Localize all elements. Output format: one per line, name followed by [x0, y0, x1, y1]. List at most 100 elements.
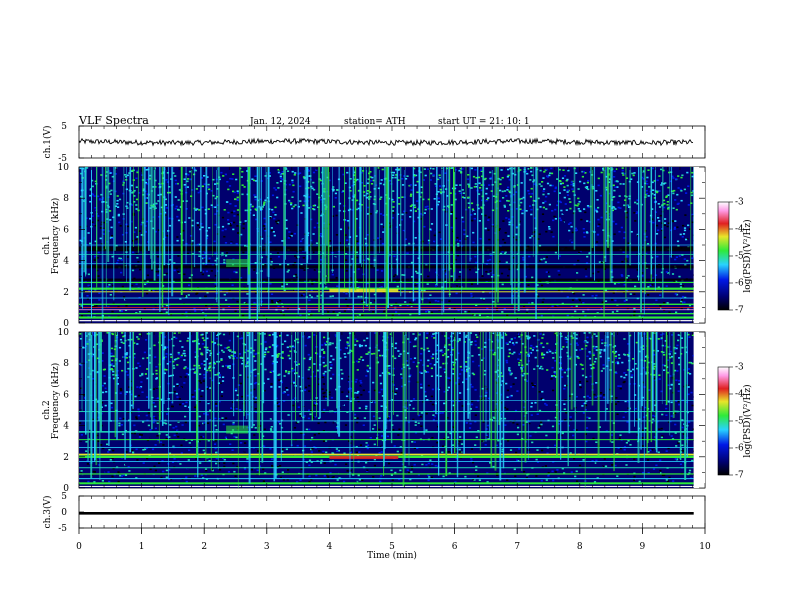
noise-pixel — [416, 191, 419, 194]
noise-pixel — [133, 353, 136, 355]
noise-pixel — [142, 357, 145, 360]
noise-pixel — [192, 368, 195, 370]
noise-pixel — [322, 356, 325, 359]
noise-pixel — [307, 337, 310, 339]
noise-pixel — [506, 389, 509, 392]
noise-pixel — [212, 194, 215, 197]
noise-pixel — [533, 368, 536, 370]
noise-pixel — [263, 355, 266, 358]
noise-pixel — [413, 357, 417, 359]
noise-pixel — [653, 363, 656, 365]
noise-pixel — [190, 235, 193, 237]
noise-pixel — [527, 168, 530, 170]
noise-pixel — [236, 209, 240, 211]
noise-pixel — [424, 395, 427, 398]
noise-pixel — [203, 252, 207, 254]
noise-pixel — [348, 375, 351, 378]
noise-pixel — [669, 375, 672, 377]
noise-pixel — [205, 351, 209, 354]
noise-pixel — [110, 406, 114, 409]
noise-pixel — [489, 171, 492, 174]
noise-pixel — [322, 430, 325, 432]
noise-pixel — [103, 368, 106, 371]
chart-station: station= ATH — [344, 117, 406, 127]
noise-pixel — [458, 400, 461, 402]
noise-pixel — [185, 296, 188, 298]
noise-pixel — [454, 294, 457, 297]
noise-pixel — [196, 243, 199, 246]
noise-pixel — [320, 230, 323, 233]
noise-pixel — [394, 298, 397, 301]
noise-pixel — [342, 173, 345, 176]
noise-pixel — [521, 252, 524, 255]
noise-pixel — [506, 314, 509, 316]
noise-pixel — [360, 384, 363, 386]
noise-pixel — [290, 202, 293, 204]
noise-pixel — [530, 187, 533, 190]
noise-pixel — [372, 381, 375, 384]
noise-pixel — [355, 378, 358, 381]
noise-pixel — [240, 409, 243, 412]
noise-pixel — [633, 293, 636, 295]
noise-pixel — [119, 309, 122, 312]
noise-pixel — [332, 373, 335, 376]
noise-pixel — [226, 365, 230, 367]
noise-pixel — [531, 174, 534, 177]
noise-pixel — [164, 347, 167, 349]
noise-pixel — [114, 309, 117, 312]
noise-pixel — [588, 243, 591, 246]
noise-pixel — [574, 310, 577, 313]
noise-pixel — [272, 231, 275, 233]
noise-pixel — [663, 275, 666, 278]
noise-pixel — [632, 368, 635, 371]
noise-pixel — [241, 170, 244, 173]
noise-pixel — [247, 376, 250, 379]
noise-pixel — [627, 275, 630, 277]
noise-pixel — [93, 222, 96, 225]
noise-pixel — [681, 285, 685, 287]
noise-pixel — [288, 231, 291, 233]
noise-pixel — [175, 392, 178, 395]
noise-pixel — [501, 384, 504, 387]
noise-pixel — [655, 224, 659, 227]
noise-pixel — [119, 338, 123, 341]
noise-pixel — [157, 200, 160, 202]
noise-pixel — [241, 362, 244, 365]
noise-pixel — [674, 258, 677, 261]
noise-pixel — [652, 221, 655, 224]
noise-pixel — [532, 235, 535, 237]
noise-pixel — [149, 362, 152, 364]
noise-pixel — [227, 306, 231, 308]
noise-pixel — [360, 344, 364, 347]
noise-pixel — [615, 397, 618, 399]
noise-pixel — [585, 262, 589, 264]
noise-pixel — [472, 211, 475, 213]
noise-pixel — [245, 365, 248, 368]
noise-pixel — [616, 295, 619, 298]
noise-pixel — [566, 314, 569, 317]
noise-pixel — [473, 186, 476, 188]
noise-pixel — [422, 198, 425, 201]
noise-pixel — [362, 389, 365, 392]
noise-pixel — [175, 358, 178, 360]
noise-pixel — [264, 199, 267, 202]
noise-pixel — [369, 176, 372, 178]
noise-pixel — [300, 263, 303, 266]
noise-pixel — [540, 314, 543, 317]
noise-pixel — [526, 372, 529, 375]
noise-pixel — [446, 389, 449, 391]
noise-pixel — [288, 216, 291, 218]
sferic-streak — [537, 167, 539, 254]
sferic-streak — [297, 167, 299, 315]
noise-pixel — [139, 386, 142, 389]
noise-pixel — [618, 357, 621, 359]
noise-pixel — [660, 334, 663, 336]
noise-pixel — [186, 186, 189, 188]
noise-pixel — [680, 337, 683, 339]
noise-pixel — [663, 236, 667, 239]
noise-pixel — [112, 284, 115, 287]
noise-pixel — [608, 205, 611, 208]
noise-pixel — [366, 182, 369, 185]
sferic-streak — [429, 167, 431, 272]
noise-pixel — [509, 385, 513, 388]
